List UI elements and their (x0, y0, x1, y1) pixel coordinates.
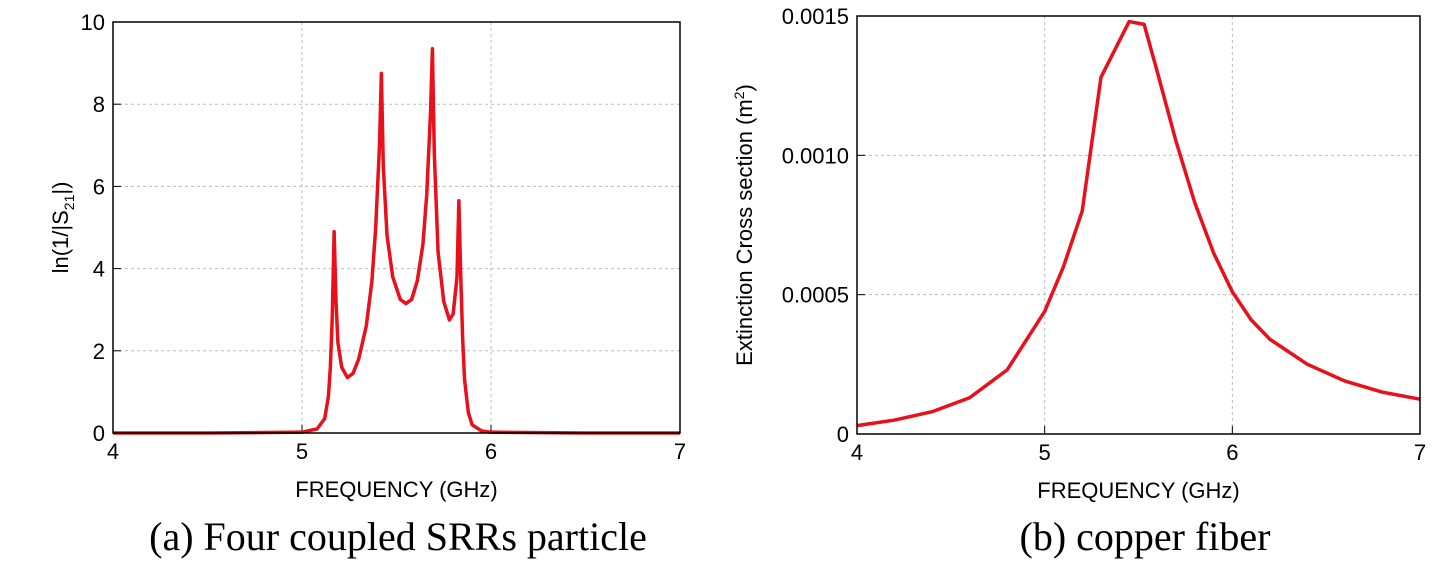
y-tick-label: 4 (93, 257, 105, 282)
y-axis-label-part: ln(1/|S (48, 210, 73, 273)
y-axis-label-part: |) (48, 182, 73, 195)
y-axis-label-part: Extinction Cross section (m (732, 99, 757, 366)
x-tick-label: 4 (107, 439, 119, 464)
y-tick-label: 0.0010 (782, 143, 849, 168)
y-tick-label: 8 (93, 92, 105, 117)
x-tick-label: 7 (1414, 440, 1426, 465)
caption: (b) copper fiber (1020, 514, 1271, 559)
plot-frame (112, 21, 681, 434)
x-tick-label: 5 (1039, 440, 1051, 465)
data-line (856, 19, 1421, 428)
y-axis-label: Extinction Cross section (m2) (731, 84, 757, 366)
y-axis-label-part: 2 (731, 91, 747, 99)
plot-frame (856, 15, 1421, 435)
y-tick-label: 6 (93, 174, 105, 199)
x-tick-label: 4 (851, 440, 863, 465)
y-tick-label: 2 (93, 339, 105, 364)
x-axis-label: FREQUENCY (GHz) (1037, 478, 1240, 503)
caption: (a) Four coupled SRRs particle (149, 514, 647, 559)
x-axis-label: FREQUENCY (GHz) (295, 477, 498, 502)
y-axis-label-part: 21 (61, 194, 77, 210)
y-tick-label: 0.0015 (782, 4, 849, 29)
x-tick-label: 6 (485, 439, 497, 464)
x-tick-label: 6 (1226, 440, 1238, 465)
y-axis-label-part: ) (732, 84, 757, 91)
y-tick-label: 0 (837, 422, 849, 447)
x-tick-label: 5 (296, 439, 308, 464)
y-tick-label: 10 (81, 10, 105, 35)
x-tick-label: 7 (674, 439, 686, 464)
y-axis-label: ln(1/|S21|) (48, 182, 77, 274)
y-tick-label: 0 (93, 421, 105, 446)
y-tick-label: 0.0005 (782, 283, 849, 308)
data-line (113, 46, 680, 435)
